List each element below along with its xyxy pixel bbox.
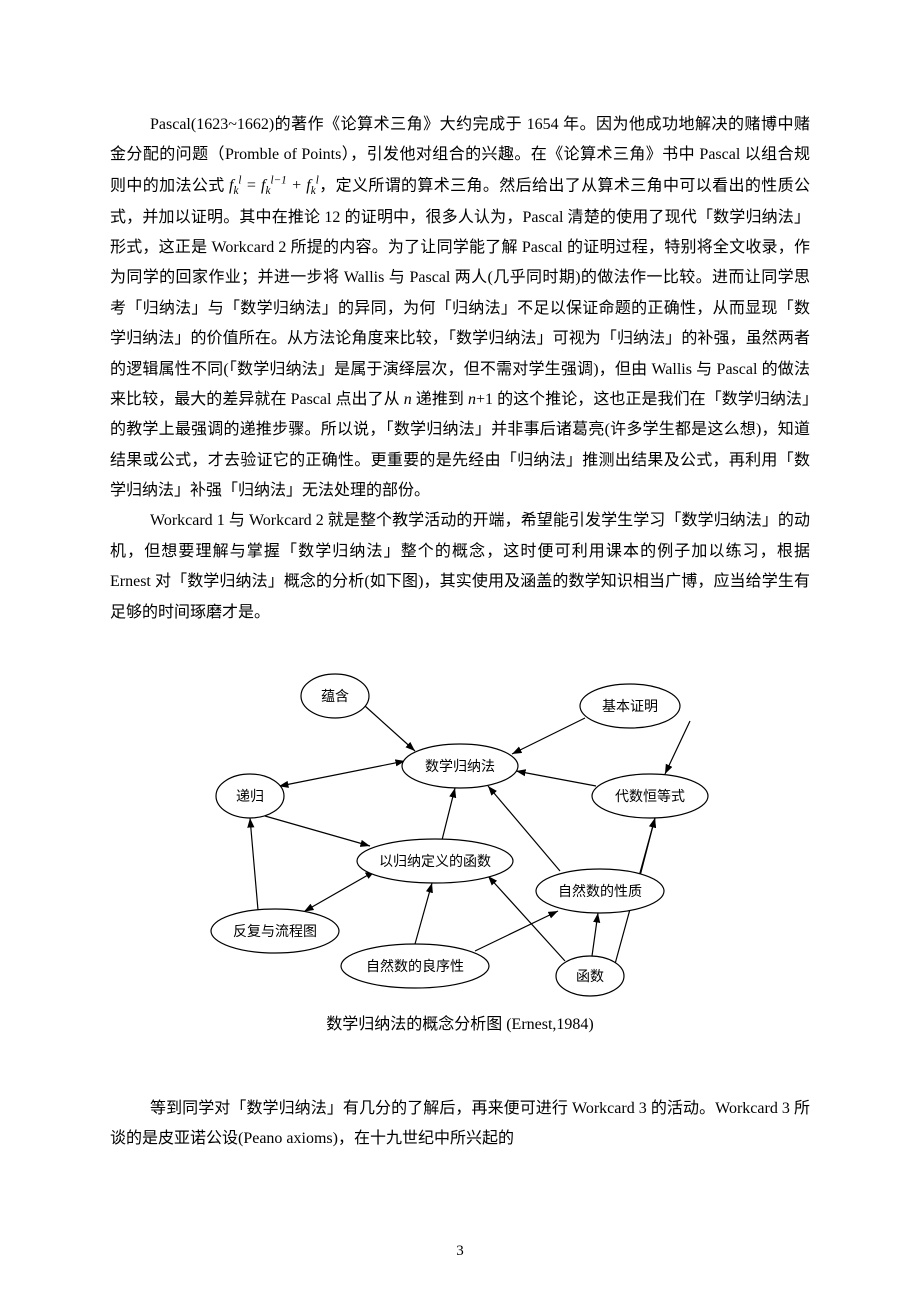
node-natprop: 自然数的性质 — [536, 869, 664, 913]
page-number: 3 — [0, 1243, 920, 1260]
edge-basicproof-algebra — [665, 721, 690, 774]
edge-recursion-induction — [280, 761, 405, 786]
edge-wellorder-natprop — [475, 911, 558, 951]
node-implication: 蕴含 — [301, 674, 369, 718]
node-recfunc-label: 以归纳定义的函数 — [379, 853, 491, 870]
var-n-2: n — [468, 391, 476, 408]
node-wellorder: 自然数的良序性 — [341, 944, 489, 988]
edge-algebra-induction — [516, 771, 596, 786]
p1-text-b: ，定义所谓的算术三角。然后给出了从算术三角中可以看出的性质公式，并加以证明。其中… — [110, 177, 810, 408]
node-basicproof: 基本证明 — [580, 684, 680, 728]
diagram-caption: 数学归纳法的概念分析图 (Ernest,1984) — [110, 1010, 810, 1034]
node-natprop-label: 自然数的性质 — [558, 883, 642, 900]
node-algebra: 代数恒等式 — [592, 774, 708, 818]
edge-flowchart-recursion — [250, 818, 258, 910]
node-recursion: 递归 — [216, 774, 284, 818]
node-basicproof-label: 基本证明 — [602, 698, 658, 715]
node-recursion-label: 递归 — [236, 788, 264, 805]
concept-diagram: 蕴含 基本证明 数学归纳法 递归 代数恒等式 以归纳定义的函数 — [110, 646, 810, 1034]
edge-flowchart-recfunc — [305, 871, 375, 911]
formula-combination: fkl = fkl−1 + fkl — [229, 177, 319, 194]
edge-recfunc-induction — [442, 788, 455, 840]
node-algebra-label: 代数恒等式 — [615, 788, 685, 805]
paragraph-2: Workcard 1 与 Workcard 2 就是整个教学活动的开端，希望能引… — [110, 506, 810, 628]
node-flowchart-label: 反复与流程图 — [233, 923, 317, 940]
node-function: 函数 — [556, 956, 624, 996]
node-implication-label: 蕴含 — [321, 689, 349, 705]
node-induction-label: 数学归纳法 — [425, 758, 495, 775]
edge-implication-induction — [365, 706, 415, 751]
edge-function-natprop — [592, 913, 598, 956]
node-function-label: 函数 — [576, 969, 604, 985]
node-induction: 数学归纳法 — [402, 744, 518, 788]
edge-wellorder-recfunc — [415, 883, 432, 944]
page: Pascal(1623~1662)的著作《论算术三角》大约完成于 1654 年。… — [0, 0, 920, 1302]
var-n-1: n — [404, 391, 412, 408]
paragraph-3: 等到同学对「数学归纳法」有几分的了解后，再来便可进行 Workcard 3 的活… — [110, 1094, 810, 1155]
node-flowchart: 反复与流程图 — [211, 909, 339, 953]
edge-recursion-recfunc — [265, 816, 370, 846]
paragraph-1: Pascal(1623~1662)的著作《论算术三角》大约完成于 1654 年。… — [110, 110, 810, 506]
edge-natprop-algebra — [640, 818, 655, 876]
node-recfunc: 以归纳定义的函数 — [357, 839, 513, 883]
p1-text-c: 递推到 — [412, 391, 468, 408]
node-wellorder-label: 自然数的良序性 — [366, 958, 464, 975]
edge-basicproof-induction — [512, 718, 585, 754]
